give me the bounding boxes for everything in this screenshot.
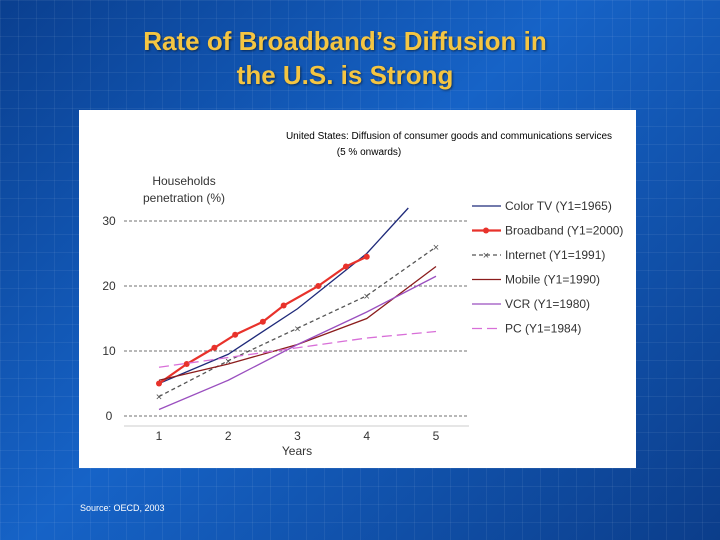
line-chart: United States: Diffusion of consumer goo…: [102, 131, 623, 458]
chart-panel: United States: Diffusion of consumer goo…: [79, 110, 636, 468]
data-point: [363, 253, 370, 260]
y-axis-label-line-2: penetration (%): [143, 191, 225, 205]
chart-subtitle: (5 % onwards): [337, 147, 401, 158]
legend-label: PC (Y1=1984): [505, 322, 581, 336]
slide-title-line-2: the U.S. is Strong: [236, 60, 454, 90]
slide-title: Rate of Broadband’s Diffusion in the U.S…: [0, 24, 690, 92]
y-axis-label-line-1: Households: [152, 174, 215, 188]
x-tick-label: 5: [433, 429, 440, 443]
legend-label: Broadband (Y1=2000): [505, 224, 623, 238]
grid-layer: 0 10 20 30 1 2 3 4 5: [102, 214, 469, 443]
data-point: [232, 331, 239, 338]
data-point: ×: [156, 392, 162, 404]
x-tick-label: 1: [156, 429, 163, 443]
legend-marker: [483, 227, 489, 234]
x-tick-label: 2: [225, 429, 232, 443]
data-point: ×: [225, 356, 231, 368]
series-line: [158, 246, 437, 398]
data-point: ×: [294, 323, 300, 335]
legend-label: VCR (Y1=1980): [505, 297, 590, 311]
series-layer: × × × × ×: [156, 207, 439, 411]
data-point: [211, 344, 218, 351]
data-point: ×: [364, 291, 370, 303]
y-tick-label: 20: [102, 279, 116, 293]
data-point: [315, 283, 322, 289]
chart-title: United States: Diffusion of consumer goo…: [286, 131, 612, 142]
x-axis-label: Years: [282, 444, 312, 458]
legend-label: Mobile (Y1=1990): [505, 273, 600, 287]
data-point: [183, 361, 190, 367]
series-line: [158, 330, 437, 368]
data-point: [342, 263, 349, 270]
slide-title-line-1: Rate of Broadband’s Diffusion in: [143, 26, 547, 56]
y-tick-label: 0: [106, 409, 113, 423]
data-point: [156, 380, 162, 387]
legend-marker: ×: [483, 250, 489, 262]
series-line: [158, 275, 437, 411]
x-tick-label: 3: [294, 429, 301, 443]
y-tick-label: 10: [102, 344, 116, 358]
x-tick-label: 4: [363, 429, 370, 443]
data-point: [280, 302, 287, 309]
y-tick-label: 30: [102, 214, 116, 228]
series-line: [158, 207, 409, 385]
legend: Color TV (Y1=1965) Broadband (Y1=2000) × In…: [472, 199, 623, 336]
data-point: [259, 318, 266, 325]
data-point: ×: [433, 242, 439, 254]
legend-label: Internet (Y1=1991): [505, 248, 605, 262]
legend-label: Color TV (Y1=1965): [505, 199, 612, 213]
source-note: Source: OECD, 2003: [80, 503, 165, 513]
